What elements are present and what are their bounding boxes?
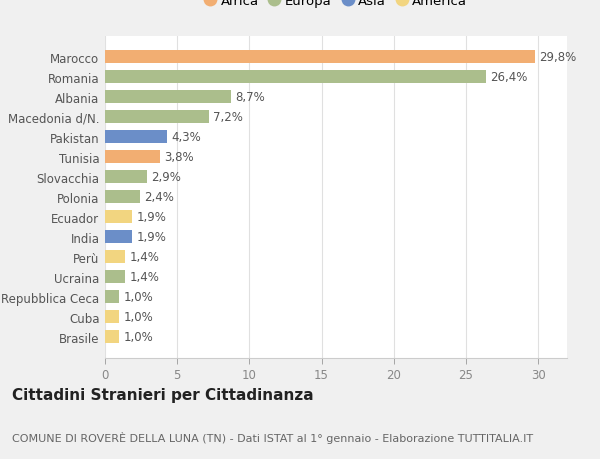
Text: 1,0%: 1,0% bbox=[124, 330, 154, 343]
Bar bbox=[105, 51, 535, 64]
Bar bbox=[105, 131, 167, 144]
Legend: Africa, Europa, Asia, America: Africa, Europa, Asia, America bbox=[202, 0, 470, 10]
Text: 1,4%: 1,4% bbox=[130, 271, 160, 284]
Text: 7,2%: 7,2% bbox=[213, 111, 243, 124]
Text: Cittadini Stranieri per Cittadinanza: Cittadini Stranieri per Cittadinanza bbox=[12, 387, 314, 403]
Text: 2,4%: 2,4% bbox=[144, 191, 174, 204]
Text: 1,9%: 1,9% bbox=[137, 211, 167, 224]
Bar bbox=[105, 311, 119, 324]
Bar bbox=[105, 111, 209, 124]
Text: 1,0%: 1,0% bbox=[124, 310, 154, 324]
Text: 3,8%: 3,8% bbox=[164, 151, 194, 164]
Text: 4,3%: 4,3% bbox=[172, 131, 201, 144]
Bar bbox=[105, 71, 486, 84]
Bar bbox=[105, 191, 140, 204]
Text: 1,0%: 1,0% bbox=[124, 291, 154, 303]
Bar bbox=[105, 171, 147, 184]
Text: 8,7%: 8,7% bbox=[235, 91, 265, 104]
Text: 2,9%: 2,9% bbox=[151, 171, 181, 184]
Text: COMUNE DI ROVERÈ DELLA LUNA (TN) - Dati ISTAT al 1° gennaio - Elaborazione TUTTI: COMUNE DI ROVERÈ DELLA LUNA (TN) - Dati … bbox=[12, 431, 533, 442]
Bar bbox=[105, 91, 230, 104]
Bar bbox=[105, 291, 119, 303]
Bar bbox=[105, 151, 160, 164]
Bar bbox=[105, 211, 133, 224]
Text: 1,4%: 1,4% bbox=[130, 251, 160, 263]
Bar bbox=[105, 231, 133, 244]
Text: 26,4%: 26,4% bbox=[490, 71, 528, 84]
Bar bbox=[105, 251, 125, 263]
Bar bbox=[105, 330, 119, 343]
Text: 1,9%: 1,9% bbox=[137, 231, 167, 244]
Text: 29,8%: 29,8% bbox=[539, 51, 577, 64]
Bar bbox=[105, 271, 125, 284]
